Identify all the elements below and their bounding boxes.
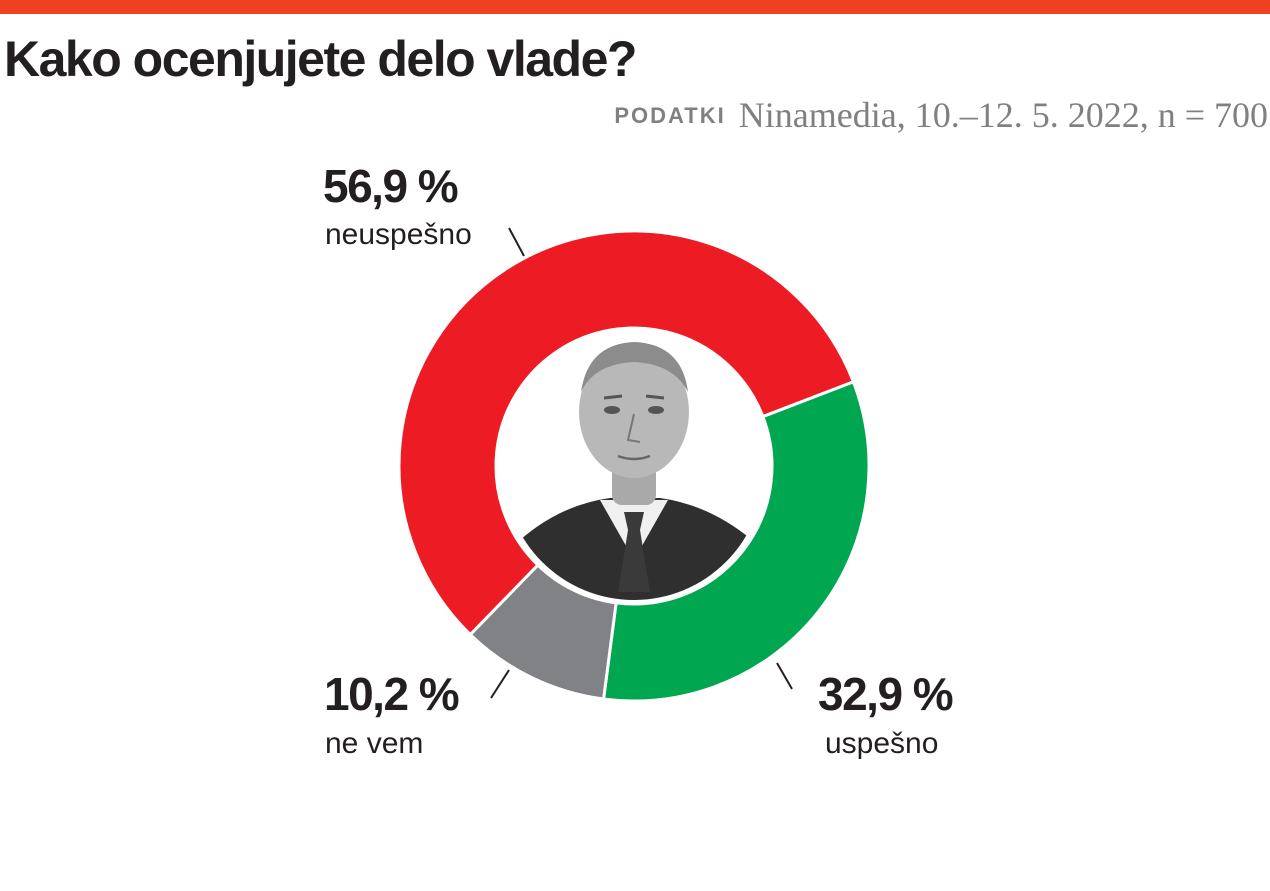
label-value-ne-vem: 10,2 % bbox=[324, 668, 460, 720]
label-category-uspesno: uspešno bbox=[825, 727, 939, 760]
slice-neuspesno bbox=[397, 229, 856, 637]
label-category-ne-vem: ne vem bbox=[325, 727, 424, 760]
top-accent-bar bbox=[0, 0, 1270, 14]
donut-slices bbox=[397, 229, 871, 703]
chart-title: Kako ocenjujete delo vlade? bbox=[4, 31, 637, 87]
leader-lines bbox=[490, 227, 793, 699]
slice-uspesno bbox=[601, 379, 871, 703]
person-portrait-icon bbox=[504, 340, 764, 600]
leader-line-neuspesno bbox=[508, 227, 525, 257]
leader-line-ne-vem bbox=[490, 669, 510, 699]
source-line: PODATKI Ninamedia, 10.–12. 5. 2022, n = … bbox=[614, 94, 1268, 136]
leader-line-uspesno bbox=[776, 662, 793, 690]
label-category-neuspesno: neuspešno bbox=[325, 218, 472, 251]
source-text: Ninamedia, 10.–12. 5. 2022, n = 700 bbox=[738, 95, 1268, 135]
source-label: PODATKI bbox=[614, 103, 726, 128]
label-value-neuspesno: 56,9 % bbox=[323, 160, 459, 212]
label-value-uspesno: 32,9 % bbox=[818, 668, 954, 720]
